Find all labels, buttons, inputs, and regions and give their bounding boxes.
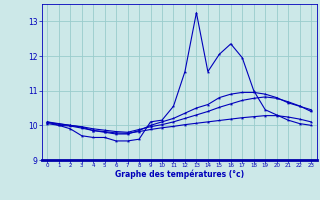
X-axis label: Graphe des températures (°c): Graphe des températures (°c) <box>115 170 244 179</box>
